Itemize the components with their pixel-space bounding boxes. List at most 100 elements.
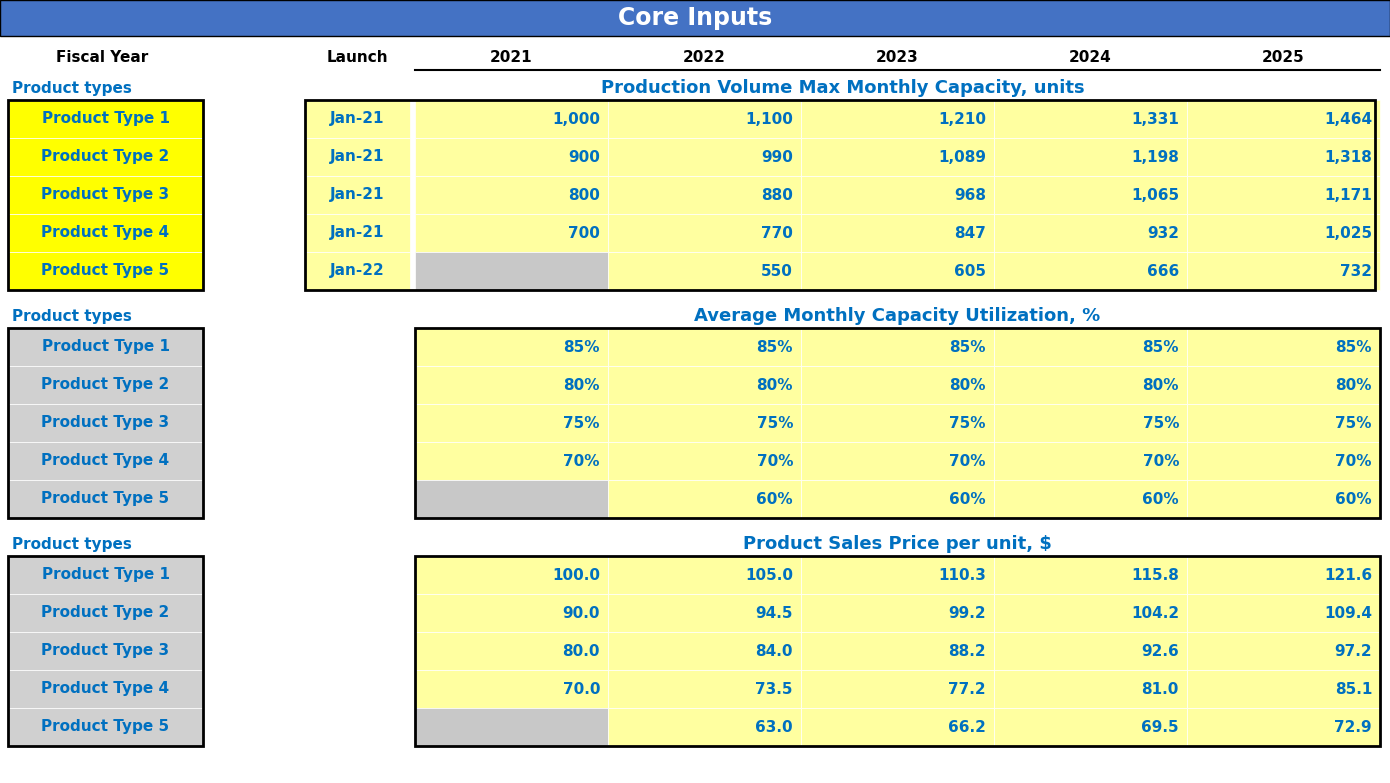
Bar — [801, 214, 994, 252]
Text: 70%: 70% — [949, 453, 986, 468]
Text: 80.0: 80.0 — [563, 644, 600, 659]
Text: 70%: 70% — [756, 453, 794, 468]
Text: 800: 800 — [569, 187, 600, 203]
Bar — [1187, 480, 1380, 518]
Text: 115.8: 115.8 — [1131, 568, 1179, 583]
Text: 732: 732 — [1340, 264, 1372, 279]
Text: 60%: 60% — [1143, 492, 1179, 507]
Bar — [8, 632, 203, 670]
Text: 847: 847 — [954, 226, 986, 240]
Text: 605: 605 — [954, 264, 986, 279]
Bar — [994, 404, 1187, 442]
Bar — [8, 176, 203, 214]
Bar — [416, 366, 607, 404]
Text: 109.4: 109.4 — [1325, 605, 1372, 620]
Text: Product Type 1: Product Type 1 — [42, 340, 170, 355]
Text: 968: 968 — [954, 187, 986, 203]
Bar — [8, 404, 203, 442]
Text: 94.5: 94.5 — [756, 605, 794, 620]
Text: Product Type 5: Product Type 5 — [42, 720, 170, 734]
Text: 69.5: 69.5 — [1141, 720, 1179, 734]
Bar — [607, 138, 801, 176]
Text: Average Monthly Capacity Utilization, %: Average Monthly Capacity Utilization, % — [695, 307, 1101, 325]
Text: Product Type 3: Product Type 3 — [42, 187, 170, 203]
Text: Product Type 1: Product Type 1 — [42, 111, 170, 127]
Bar — [801, 138, 994, 176]
Bar — [801, 480, 994, 518]
Bar — [304, 176, 410, 214]
Bar — [304, 100, 410, 138]
Bar — [8, 708, 203, 746]
Text: 900: 900 — [569, 150, 600, 164]
Text: Product Type 1: Product Type 1 — [42, 568, 170, 583]
Text: 85%: 85% — [756, 340, 794, 355]
Text: 75%: 75% — [1143, 416, 1179, 431]
Text: 85%: 85% — [949, 340, 986, 355]
Bar — [994, 138, 1187, 176]
Bar — [994, 632, 1187, 670]
Bar — [607, 176, 801, 214]
Text: Product Type 5: Product Type 5 — [42, 492, 170, 507]
Bar — [304, 214, 410, 252]
Bar — [1187, 252, 1380, 290]
Text: Jan-21: Jan-21 — [331, 226, 385, 240]
Bar — [1187, 556, 1380, 594]
Text: 1,318: 1,318 — [1325, 150, 1372, 164]
Text: 80%: 80% — [949, 377, 986, 392]
Text: 121.6: 121.6 — [1323, 568, 1372, 583]
Text: 70%: 70% — [563, 453, 600, 468]
Bar — [801, 366, 994, 404]
Text: Product Type 5: Product Type 5 — [42, 264, 170, 279]
Text: 85%: 85% — [1143, 340, 1179, 355]
Bar — [416, 100, 607, 138]
Text: Product Type 4: Product Type 4 — [42, 226, 170, 240]
Bar — [801, 594, 994, 632]
Text: Product Sales Price per unit, $: Product Sales Price per unit, $ — [744, 535, 1052, 553]
Bar — [8, 594, 203, 632]
Text: Fiscal Year: Fiscal Year — [56, 50, 147, 66]
Text: 60%: 60% — [1336, 492, 1372, 507]
Bar — [994, 442, 1187, 480]
Text: Product types: Product types — [13, 309, 132, 323]
Text: 75%: 75% — [756, 416, 794, 431]
Bar — [994, 100, 1187, 138]
Bar — [8, 214, 203, 252]
Bar — [607, 404, 801, 442]
Bar — [416, 708, 607, 746]
Bar — [1187, 176, 1380, 214]
Text: 60%: 60% — [756, 492, 794, 507]
Text: 104.2: 104.2 — [1131, 605, 1179, 620]
Bar — [8, 556, 203, 746]
Bar — [994, 556, 1187, 594]
Bar — [416, 328, 607, 366]
Text: 1,210: 1,210 — [938, 111, 986, 127]
Bar — [801, 556, 994, 594]
Text: Product Type 3: Product Type 3 — [42, 644, 170, 659]
Text: 100.0: 100.0 — [552, 568, 600, 583]
Bar — [994, 480, 1187, 518]
Bar — [994, 366, 1187, 404]
Text: Product Type 4: Product Type 4 — [42, 453, 170, 468]
Text: Product types: Product types — [13, 536, 132, 551]
Text: 97.2: 97.2 — [1334, 644, 1372, 659]
Text: 75%: 75% — [563, 416, 600, 431]
Bar — [416, 214, 607, 252]
Bar — [994, 214, 1187, 252]
Bar — [994, 176, 1187, 214]
Text: 85%: 85% — [563, 340, 600, 355]
Text: 932: 932 — [1147, 226, 1179, 240]
Text: 85.1: 85.1 — [1334, 681, 1372, 697]
Bar — [994, 594, 1187, 632]
Bar — [416, 632, 607, 670]
Text: 70%: 70% — [1143, 453, 1179, 468]
Text: 1,025: 1,025 — [1323, 226, 1372, 240]
Bar — [607, 556, 801, 594]
Text: 60%: 60% — [949, 492, 986, 507]
Bar — [0, 0, 1390, 36]
Text: Jan-21: Jan-21 — [331, 150, 385, 164]
Bar — [801, 670, 994, 708]
Text: Production Volume Max Monthly Capacity, units: Production Volume Max Monthly Capacity, … — [600, 79, 1084, 97]
Text: 77.2: 77.2 — [948, 681, 986, 697]
Text: 1,464: 1,464 — [1323, 111, 1372, 127]
Bar — [416, 556, 607, 594]
